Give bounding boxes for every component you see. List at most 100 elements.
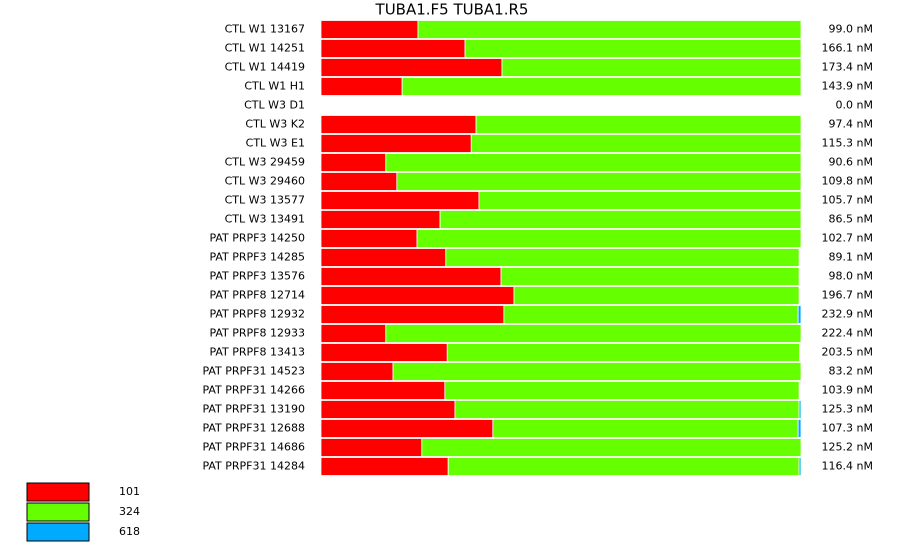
bar-segment [445, 248, 800, 267]
row-total-label: 143.9 nM [822, 80, 873, 93]
bar-segment [320, 229, 418, 248]
row-total-label: 83.2 nM [829, 365, 873, 378]
bar-segment [396, 172, 802, 191]
category-label: CTL W1 14251 [225, 42, 305, 55]
row-total-label: 105.7 nM [822, 194, 873, 207]
bar-segment [421, 438, 802, 457]
bar-segment [798, 400, 802, 419]
row-total-label: 86.5 nM [829, 213, 873, 226]
bar-segment [446, 343, 800, 362]
category-label: PAT PRPF3 13576 [209, 270, 305, 283]
bar-segment [470, 134, 802, 153]
category-label: CTL W3 29459 [225, 156, 305, 169]
category-label: PAT PRPF3 14285 [209, 251, 305, 264]
row-total-label: 115.3 nM [822, 137, 873, 150]
row-total-label: 116.4 nM [822, 460, 873, 473]
bar-segment [500, 267, 800, 286]
category-label: CTL W3 E1 [246, 137, 305, 150]
chart-title: TUBA1.F5 TUBA1.R5 [375, 1, 529, 19]
category-label: PAT PRPF8 12714 [209, 289, 305, 302]
category-label: PAT PRPF3 14250 [209, 232, 305, 245]
category-label: CTL W1 13167 [225, 23, 305, 36]
row-total-label: 232.9 nM [822, 308, 873, 321]
bar-segment [320, 362, 394, 381]
row-total-label: 98.0 nM [829, 270, 873, 283]
row-total-label: 173.4 nM [822, 61, 873, 74]
bar-segment [320, 267, 502, 286]
bar-segment [401, 77, 802, 96]
bar-segment [392, 362, 802, 381]
row-total-label: 166.1 nM [822, 42, 873, 55]
category-label: PAT PRPF8 12933 [209, 327, 305, 340]
bar-segment [320, 457, 449, 476]
bar-segment [320, 134, 472, 153]
bar-segment [454, 400, 800, 419]
bar-segment [416, 229, 802, 248]
bar-segment [320, 39, 466, 58]
category-label: PAT PRPF31 14686 [202, 441, 305, 454]
bar-segment [798, 457, 802, 476]
bar-segment [320, 286, 515, 305]
category-label: CTL W3 29460 [225, 175, 305, 188]
row-total-label: 90.6 nM [829, 156, 873, 169]
category-label: CTL W3 K2 [245, 118, 305, 131]
legend-swatch [26, 502, 90, 522]
legend-label: 618 [119, 525, 140, 538]
bar-segment [501, 58, 802, 77]
bar-segment [513, 286, 800, 305]
row-total-label: 125.3 nM [822, 403, 873, 416]
row-total-label: 89.1 nM [829, 251, 873, 264]
legend-label: 101 [119, 485, 140, 498]
bar-segment [475, 115, 802, 134]
bar-segment [320, 153, 387, 172]
legend-swatch [26, 482, 90, 502]
category-label: PAT PRPF31 14284 [202, 460, 305, 473]
bar-segment [320, 191, 480, 210]
bar-segment [464, 39, 802, 58]
bar-segment [385, 153, 802, 172]
category-label: PAT PRPF8 12932 [209, 308, 305, 321]
bar-segment [797, 305, 802, 324]
row-total-label: 99.0 nM [829, 23, 873, 36]
bar-segment [320, 248, 447, 267]
bar-segment [320, 115, 477, 134]
bar-segment [320, 58, 503, 77]
category-label: PAT PRPF31 12688 [202, 422, 305, 435]
bar-segment [320, 172, 398, 191]
row-total-label: 125.2 nM [822, 441, 873, 454]
bar-segment [320, 400, 456, 419]
category-label: PAT PRPF31 13190 [202, 403, 305, 416]
bar-segment [320, 343, 448, 362]
bar-segment [320, 419, 494, 438]
legend-swatch [26, 522, 90, 542]
row-total-label: 103.9 nM [822, 384, 873, 397]
bar-segment [439, 210, 802, 229]
legend-label: 324 [119, 505, 140, 518]
category-label: CTL W3 D1 [244, 99, 305, 112]
bar-segment [320, 20, 419, 39]
row-total-label: 222.4 nM [822, 327, 873, 340]
bar-segment [320, 324, 387, 343]
category-label: CTL W3 13577 [225, 194, 305, 207]
row-total-label: 102.7 nM [822, 232, 873, 245]
category-label: CTL W1 14419 [225, 61, 305, 74]
row-total-label: 109.8 nM [822, 175, 873, 188]
bar-segment [320, 210, 441, 229]
row-total-label: 97.4 nM [829, 118, 873, 131]
category-label: CTL W3 13491 [225, 213, 305, 226]
bar-segment [444, 381, 800, 400]
row-total-label: 203.5 nM [822, 346, 873, 359]
category-label: PAT PRPF31 14266 [202, 384, 305, 397]
bar-segment [797, 419, 802, 438]
row-total-label: 0.0 nM [836, 99, 873, 112]
category-label: CTL W1 H1 [244, 80, 305, 93]
bar-segment [447, 457, 800, 476]
category-label: PAT PRPF31 14523 [202, 365, 305, 378]
bar-segment [503, 305, 799, 324]
row-total-label: 107.3 nM [822, 422, 873, 435]
bar-segment [385, 324, 802, 343]
row-total-label: 196.7 nM [822, 289, 873, 302]
bar-segment [320, 438, 423, 457]
category-label: PAT PRPF8 13413 [209, 346, 305, 359]
